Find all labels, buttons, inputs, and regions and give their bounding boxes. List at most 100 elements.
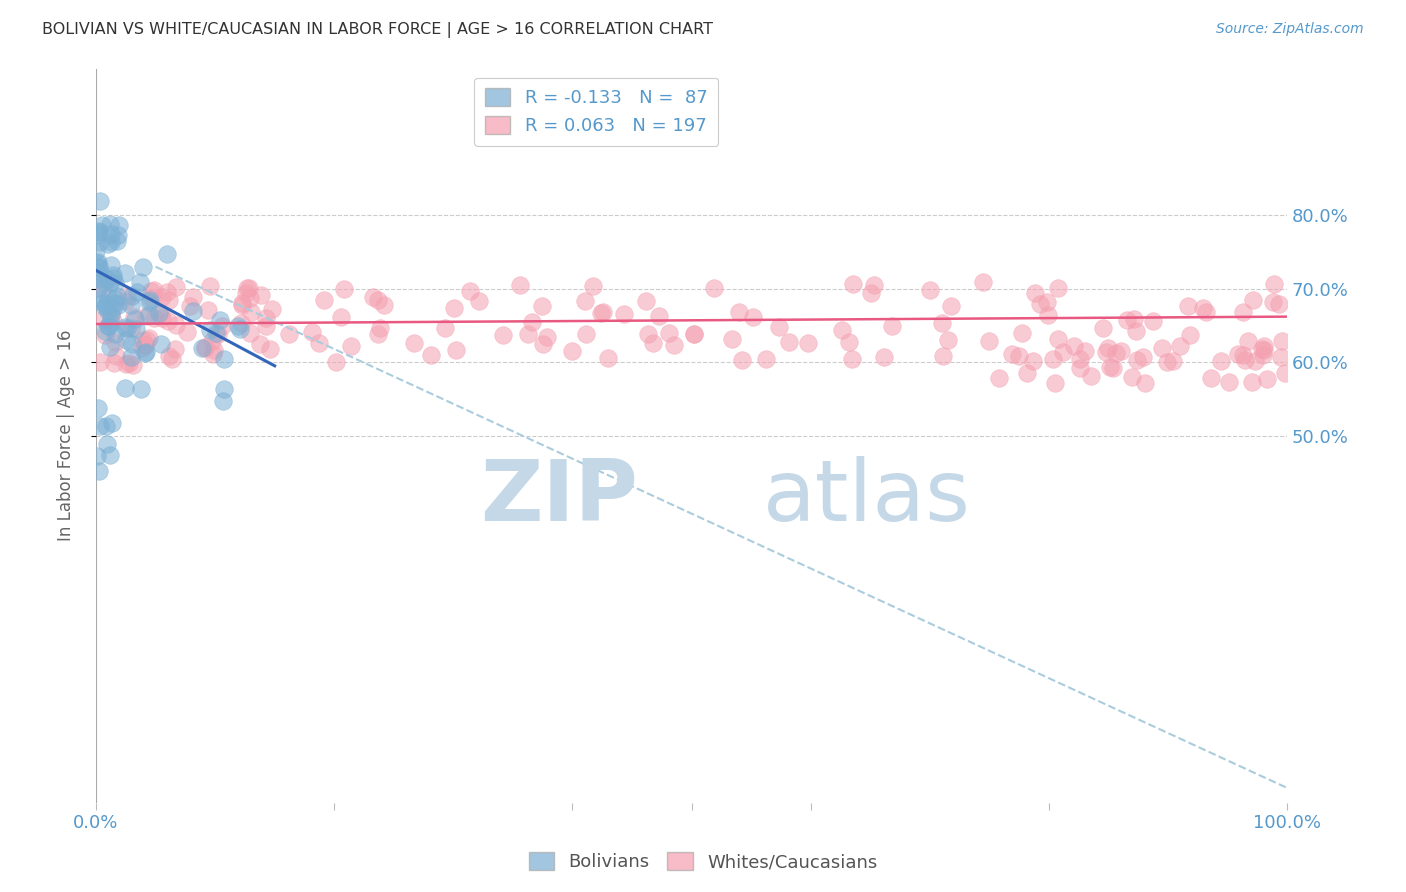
Point	[238, 280, 260, 294]
Point	[936, 334, 959, 348]
Point	[254, 311, 277, 326]
Point	[301, 325, 323, 339]
Point	[330, 310, 353, 324]
Point	[202, 343, 225, 357]
Point	[516, 326, 538, 341]
Point	[613, 307, 636, 321]
Text: BOLIVIAN VS WHITE/CAUCASIAN IN LABOR FORCE | AGE > 16 CORRELATION CHART: BOLIVIAN VS WHITE/CAUCASIAN IN LABOR FOR…	[42, 22, 713, 38]
Point	[89, 271, 111, 285]
Point	[637, 326, 659, 341]
Point	[98, 314, 121, 328]
Point	[93, 276, 115, 290]
Point	[1036, 308, 1059, 322]
Point	[1109, 343, 1132, 358]
Point	[1237, 334, 1260, 348]
Point	[114, 381, 136, 395]
Point	[492, 327, 515, 342]
Point	[134, 346, 156, 360]
Point	[138, 308, 160, 322]
Point	[1063, 338, 1085, 352]
Point	[104, 276, 127, 290]
Point	[860, 286, 883, 301]
Point	[98, 276, 121, 290]
Point	[150, 337, 173, 351]
Point	[1177, 299, 1199, 313]
Point	[742, 310, 765, 324]
Point	[312, 293, 335, 307]
Point	[194, 340, 217, 354]
Point	[575, 327, 598, 342]
Point	[142, 310, 165, 325]
Point	[176, 325, 198, 339]
Point	[872, 351, 894, 365]
Point	[582, 278, 605, 293]
Point	[1092, 321, 1115, 335]
Point	[132, 333, 155, 347]
Point	[402, 336, 425, 351]
Point	[1052, 344, 1074, 359]
Point	[104, 293, 127, 307]
Point	[1263, 277, 1285, 291]
Point	[458, 284, 481, 298]
Point	[118, 356, 141, 370]
Point	[100, 309, 122, 323]
Point	[138, 331, 160, 345]
Point	[200, 334, 222, 348]
Point	[163, 342, 186, 356]
Point	[361, 290, 384, 304]
Point	[1043, 376, 1066, 390]
Point	[135, 309, 157, 323]
Point	[1271, 334, 1294, 348]
Point	[89, 292, 111, 306]
Point	[636, 294, 658, 309]
Point	[254, 318, 277, 333]
Point	[138, 294, 160, 309]
Point	[132, 260, 155, 274]
Point	[183, 289, 205, 303]
Point	[114, 320, 136, 334]
Point	[1126, 353, 1149, 368]
Point	[104, 296, 127, 310]
Point	[156, 247, 179, 261]
Point	[115, 289, 138, 303]
Point	[191, 341, 214, 355]
Point	[143, 283, 166, 297]
Point	[1123, 311, 1146, 326]
Point	[89, 224, 111, 238]
Point	[135, 344, 157, 359]
Point	[683, 327, 706, 342]
Point	[139, 284, 162, 298]
Point	[842, 277, 865, 292]
Point	[115, 321, 138, 335]
Point	[1199, 371, 1222, 385]
Point	[96, 304, 118, 318]
Point	[104, 349, 127, 363]
Text: Source: ZipAtlas.com: Source: ZipAtlas.com	[1216, 22, 1364, 37]
Point	[226, 318, 249, 333]
Point	[1244, 354, 1267, 368]
Point	[205, 326, 228, 341]
Point	[91, 281, 114, 295]
Point	[105, 289, 128, 303]
Point	[94, 327, 117, 342]
Point	[231, 295, 253, 310]
Point	[1132, 350, 1154, 364]
Point	[1105, 345, 1128, 359]
Point	[1008, 349, 1031, 363]
Point	[86, 450, 108, 464]
Point	[207, 326, 229, 341]
Point	[89, 464, 111, 478]
Point	[124, 310, 146, 324]
Point	[1097, 341, 1119, 355]
Point	[596, 351, 619, 365]
Point	[148, 305, 170, 319]
Point	[1121, 369, 1143, 384]
Point	[181, 304, 204, 318]
Point	[1142, 314, 1164, 328]
Point	[972, 275, 994, 289]
Point	[87, 265, 110, 279]
Point	[1253, 343, 1275, 357]
Point	[658, 326, 681, 340]
Point	[1036, 295, 1059, 310]
Point	[1001, 347, 1024, 361]
